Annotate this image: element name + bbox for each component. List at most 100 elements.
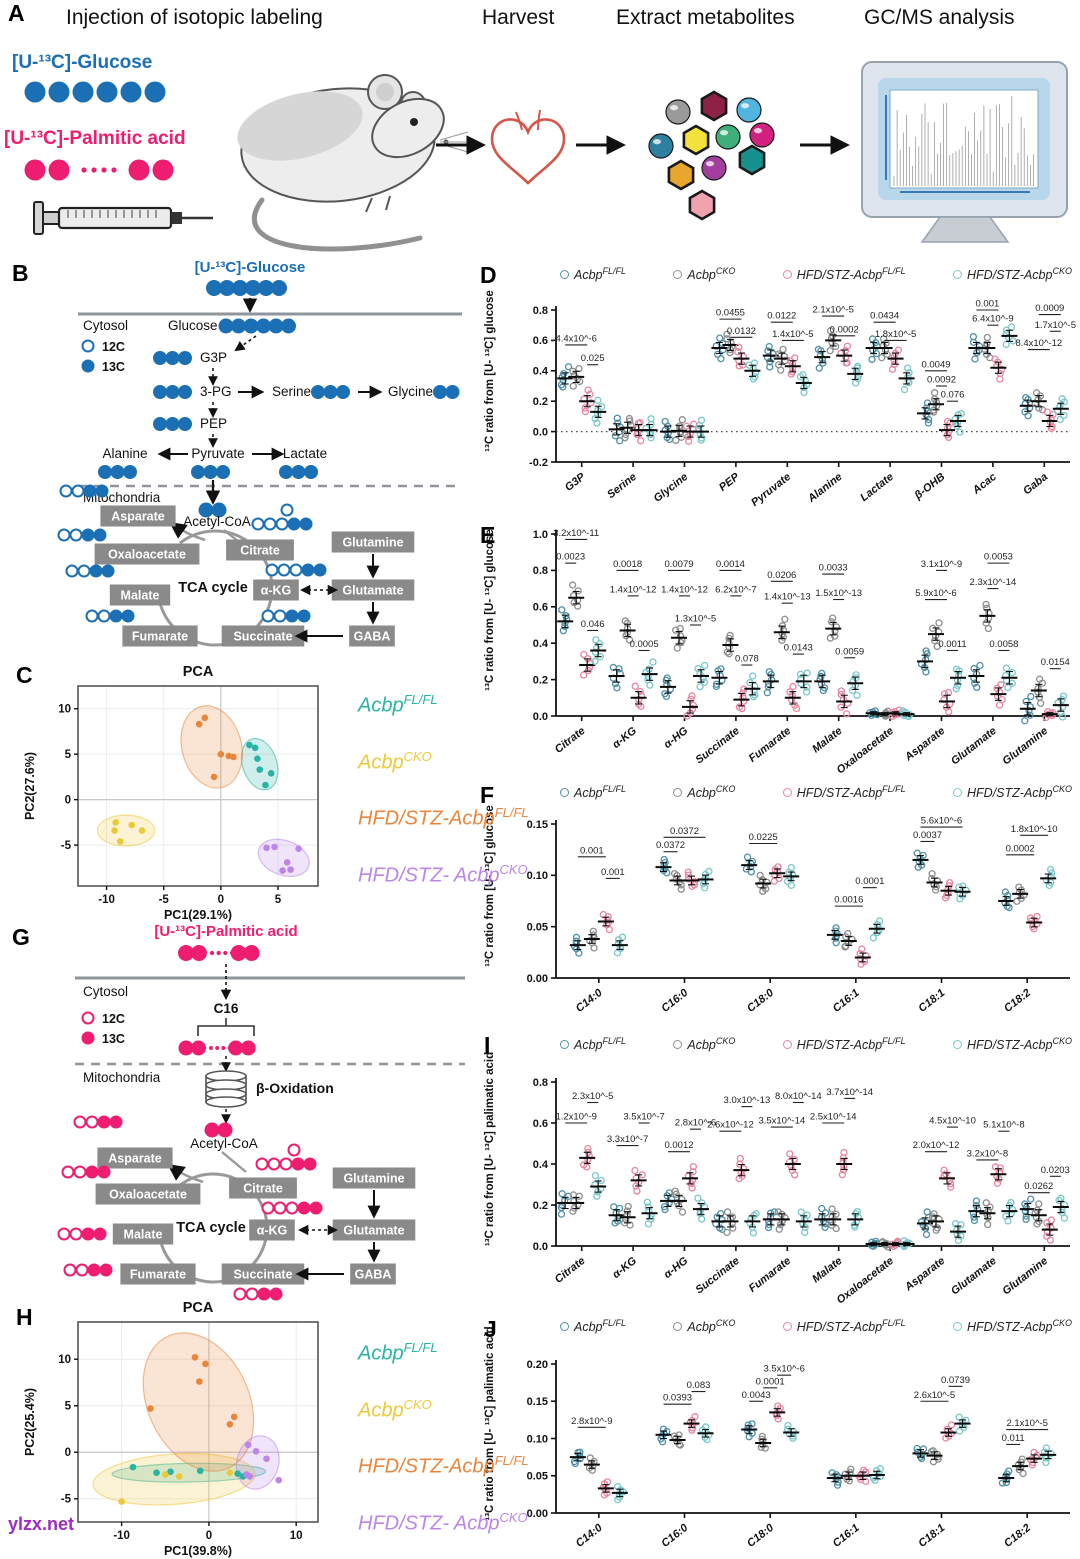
svg-text:0.15: 0.15 [527, 1396, 548, 1408]
svg-text:0: 0 [218, 894, 224, 906]
svg-text:2.6x10^-5: 2.6x10^-5 [914, 1390, 955, 1401]
legend-entry: AcbpFL/FL [560, 1036, 626, 1052]
panel-a-label: A [8, 0, 25, 26]
svg-text:3.2x10^-8: 3.2x10^-8 [967, 1148, 1008, 1159]
svg-text:-5: -5 [159, 894, 170, 906]
legend-marker-icon [953, 269, 963, 279]
svg-text:Malate: Malate [810, 1255, 844, 1286]
svg-text:Cytosol: Cytosol [83, 318, 128, 333]
svg-text:Lactate: Lactate [283, 446, 327, 461]
svg-text:Oxaloacetate: Oxaloacetate [835, 725, 896, 777]
svg-text:0.0023: 0.0023 [556, 552, 585, 563]
svg-text:8.0x10^-14: 8.0x10^-14 [775, 1091, 822, 1102]
svg-text:C18:0: C18:0 [745, 1521, 777, 1549]
svg-text:1.8x10^-5: 1.8x10^-5 [875, 329, 916, 340]
svg-text:0.0049: 0.0049 [921, 359, 950, 370]
svg-text:0.0012: 0.0012 [664, 1140, 693, 1151]
svg-text:10: 10 [58, 704, 71, 716]
svg-text:0.10: 0.10 [527, 1433, 548, 1445]
legend-entry: HFD/STZ-AcbpFL/FL [782, 784, 906, 800]
svg-text:Citrate: Citrate [240, 544, 280, 558]
panel-g-label: G [12, 924, 30, 950]
svg-text:0.0434: 0.0434 [870, 311, 899, 322]
panel-i-legend: AcbpFL/FL AcbpCKO HFD/STZ-AcbpFL/FL HFD/STZ… [560, 1036, 1072, 1052]
svg-text:0.0122: 0.0122 [767, 311, 796, 322]
svg-text:0.0: 0.0 [533, 426, 548, 438]
legend-marker-icon [953, 1321, 963, 1331]
svg-text:10: 10 [290, 1530, 303, 1542]
svg-text:Succinate: Succinate [233, 1268, 292, 1282]
svg-text:4.5x10^-10: 4.5x10^-10 [929, 1116, 976, 1127]
svg-text:Mitochondria: Mitochondria [83, 1070, 161, 1085]
panel-f-dotplot: 0.00 0.05 0.10 0.15 ¹³C ratio from [U- ¹³C] … [484, 805, 1070, 1015]
svg-text:Acetyl-CoA: Acetyl-CoA [183, 514, 251, 529]
svg-text:0.4: 0.4 [533, 1159, 549, 1171]
svg-text:α-HG: α-HG [662, 725, 691, 751]
svg-text:0.0001: 0.0001 [855, 876, 884, 887]
svg-text:1.0: 1.0 [533, 529, 548, 541]
svg-text:0.2: 0.2 [533, 674, 548, 686]
legend-marker-icon [560, 1039, 569, 1049]
svg-text:PEP: PEP [200, 416, 227, 431]
svg-text:0.011: 0.011 [1002, 1433, 1025, 1444]
palmitic-tracer-label: [U-¹³C]-Palmitic acid [4, 128, 186, 149]
panel-j-dotplot: 0.00 0.05 0.10 0.15 0.20 ¹³C ratio from [U- ¹… [484, 1326, 1070, 1550]
svg-text:2.1x10^-5: 2.1x10^-5 [1006, 1418, 1047, 1429]
svg-text:0.0009: 0.0009 [1035, 303, 1064, 314]
svg-text:Asparate: Asparate [111, 510, 165, 524]
legend-marker-icon [560, 1321, 569, 1331]
svg-text:3.5x10^-6: 3.5x10^-6 [763, 1364, 804, 1375]
svg-text:0.8: 0.8 [533, 565, 548, 577]
svg-text:0.0018: 0.0018 [613, 559, 642, 570]
svg-text:Serine: Serine [272, 384, 311, 399]
svg-text:0.083: 0.083 [687, 1380, 711, 1391]
legend-entry: AcbpCKO [673, 1036, 735, 1052]
panel-h-pca-plot: -10 0 10 -5 0 5 10 PCA PC1(39.8%) PC2(25.4%) [23, 1300, 319, 1558]
svg-text:¹³C ratio from [U- ¹³C] glucos: ¹³C ratio from [U- ¹³C] glucose [484, 805, 496, 967]
svg-text:0.0: 0.0 [533, 711, 548, 723]
svg-text:10: 10 [58, 1354, 71, 1366]
svg-text:0.0739: 0.0739 [941, 1375, 970, 1386]
svg-text:Acac: Acac [970, 471, 999, 497]
svg-text:Glycine: Glycine [652, 471, 691, 505]
svg-text:0.0203: 0.0203 [1041, 1165, 1070, 1176]
svg-text:¹³C ratio from [U- ¹³C] palima: ¹³C ratio from [U- ¹³C] palimatic acid [484, 1326, 496, 1520]
svg-text:Asparate: Asparate [108, 1152, 162, 1166]
svg-text:Glutamine: Glutamine [1000, 1255, 1050, 1298]
svg-text:PC2(25.4%): PC2(25.4%) [23, 1388, 37, 1456]
legend-entry: AcbpFL/FL [560, 784, 626, 800]
svg-text:1.4x10^-12: 1.4x10^-12 [610, 584, 657, 595]
svg-text:Oxaloacetate: Oxaloacetate [109, 1188, 187, 1202]
svg-text:0.0016: 0.0016 [834, 895, 863, 906]
svg-text:[U-¹³C]-Glucose: [U-¹³C]-Glucose [195, 259, 306, 276]
svg-text:0.001: 0.001 [580, 845, 604, 856]
svg-text:0.6: 0.6 [533, 602, 548, 614]
legend-entry: HFD/STZ-AcbpCKO [953, 266, 1072, 282]
svg-text:0.0002: 0.0002 [830, 324, 859, 335]
svg-text:0.20: 0.20 [527, 1359, 548, 1371]
svg-text:Glycine: Glycine [388, 384, 433, 399]
svg-text:0.0011: 0.0011 [938, 639, 966, 650]
legend-entry: AcbpFL/FL [560, 1318, 626, 1334]
svg-text:Gaba: Gaba [1021, 471, 1050, 497]
legend-marker-icon [782, 787, 792, 797]
panel-f-label: F [480, 782, 495, 808]
legend-marker-icon [782, 1039, 792, 1049]
svg-text:Fumarate: Fumarate [130, 1268, 186, 1282]
svg-text:Citrate: Citrate [243, 1182, 283, 1196]
legend-marker-icon [673, 1039, 683, 1049]
svg-text:1.4x10^-5: 1.4x10^-5 [772, 329, 813, 340]
svg-text:0.00: 0.00 [527, 1508, 548, 1520]
svg-text:2.8x10^-6: 2.8x10^-6 [675, 1118, 716, 1129]
legend-entry: AcbpCKO [673, 1318, 735, 1334]
panel-j-label: J [484, 1316, 497, 1342]
svg-text:C14:0: C14:0 [574, 986, 606, 1014]
svg-text:8.4x10^-12: 8.4x10^-12 [1015, 338, 1062, 349]
svg-text:1.2x10^-9: 1.2x10^-9 [555, 1112, 596, 1123]
svg-text:3.5x10^-14: 3.5x10^-14 [758, 1116, 805, 1127]
svg-text:C14:0: C14:0 [574, 1521, 606, 1549]
svg-text:3.1x10^-9: 3.1x10^-9 [921, 559, 962, 570]
svg-text:2.6x10^-12: 2.6x10^-12 [707, 1120, 754, 1131]
legend-marker-icon [673, 1321, 683, 1331]
svg-text:Malate: Malate [124, 1228, 163, 1242]
